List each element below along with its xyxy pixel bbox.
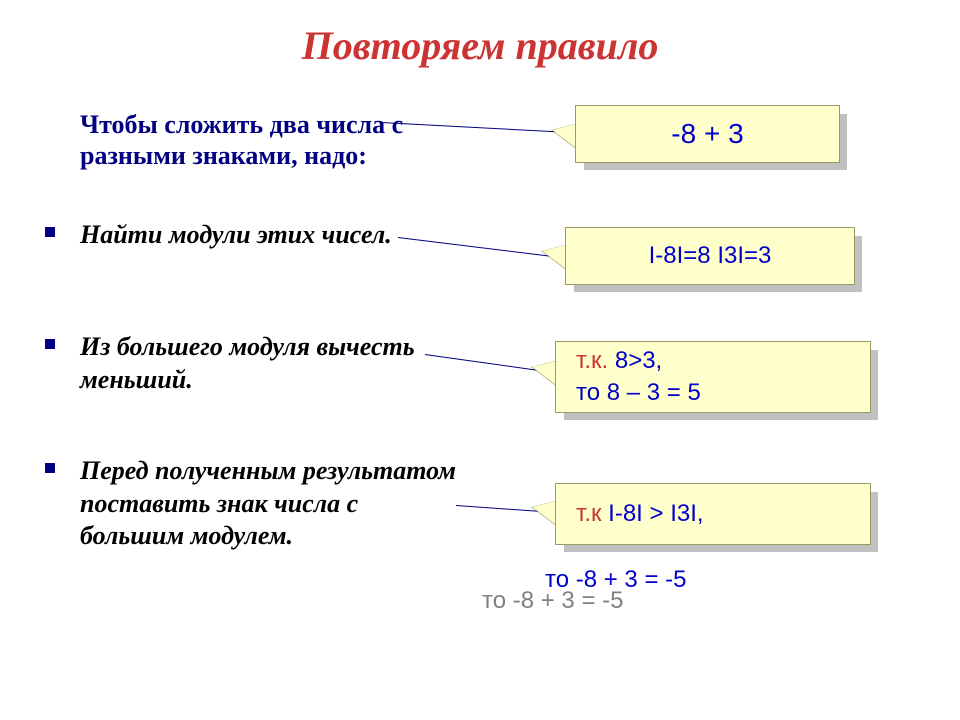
callout-4-rest: І-8І > І3І, — [602, 500, 704, 527]
callout-4-text: т.к І-8І > І3І, — [576, 498, 704, 530]
bullet-1: Найти модули этих чисел. — [45, 219, 465, 252]
callout-1-text: -8 + 3 — [671, 118, 743, 150]
callout-moduli: І-8І=8 І3І=3 — [565, 227, 855, 285]
bullet-1-text: Найти модули этих чисел. — [80, 219, 465, 252]
callout-3-prefix: т.к. — [576, 347, 608, 374]
callout-3-rest1: 8>3, — [608, 347, 662, 374]
callout-2-text: І-8І=8 І3І=3 — [649, 242, 772, 270]
content-area: Чтобы сложить два числа с разными знакам… — [0, 69, 960, 709]
page-title: Повторяем правило — [0, 0, 960, 69]
callout-expression: -8 + 3 — [575, 105, 840, 163]
result-text: то -8 + 3 = -5 — [545, 566, 686, 594]
bullet-dot-icon — [45, 227, 55, 237]
callout-sign: т.к І-8І > І3І, — [555, 483, 871, 545]
callout-tail — [552, 124, 576, 148]
bullet-3: Перед полученным результатом поставить з… — [45, 455, 465, 553]
bullet-3-text: Перед полученным результатом поставить з… — [80, 455, 465, 553]
callout-4-prefix: т.к — [576, 500, 602, 527]
bullet-dot-icon — [45, 339, 55, 349]
callout-3-text: т.к. 8>3, то 8 – 3 = 5 — [576, 345, 701, 410]
callout-tail — [542, 245, 566, 269]
bullet-2: Из большего модуля вычесть меньший. — [45, 331, 465, 396]
callout-tail — [532, 361, 556, 385]
callout-3-line2: то 8 – 3 = 5 — [576, 379, 701, 406]
intro-text: Чтобы сложить два числа с разными знакам… — [80, 109, 450, 171]
bullet-2-text: Из большего модуля вычесть меньший. — [80, 331, 465, 396]
callout-tail — [532, 501, 556, 525]
callout-subtract: т.к. 8>3, то 8 – 3 = 5 — [555, 341, 871, 413]
bullet-dot-icon — [45, 463, 55, 473]
